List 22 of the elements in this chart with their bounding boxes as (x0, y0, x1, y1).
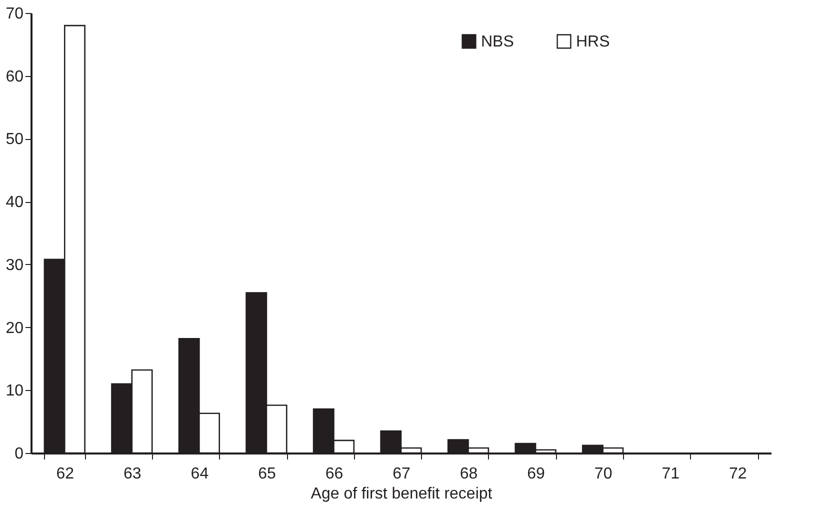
y-tick-label: 30 (6, 256, 24, 274)
x-tick-label: 68 (460, 466, 478, 482)
legend-label: HRS (576, 33, 610, 50)
x-tick-label: 67 (392, 466, 410, 482)
y-tick-label: 50 (6, 131, 24, 148)
x-tick-label: 70 (594, 466, 612, 482)
x-tick-label: 69 (527, 466, 546, 482)
x-tick-label: 64 (190, 466, 209, 482)
x-tick-label: 65 (258, 466, 276, 482)
y-tick-label: 10 (6, 382, 24, 400)
y-tick-label: 40 (6, 194, 24, 212)
x-tick-label: 66 (325, 466, 344, 482)
x-tick-label: 63 (124, 466, 142, 482)
x-axis-title: Age of first benefit receipt (310, 486, 493, 502)
y-tick-label: 60 (6, 68, 24, 86)
x-tick-label: 62 (56, 466, 74, 482)
y-tick-label: 70 (6, 6, 24, 22)
legend-label: NBS (481, 33, 514, 50)
y-tick-label: 20 (6, 320, 24, 337)
x-tick-label: 71 (662, 466, 680, 482)
x-tick-label: 72 (728, 466, 747, 482)
y-tick-label: 0 (14, 446, 24, 462)
